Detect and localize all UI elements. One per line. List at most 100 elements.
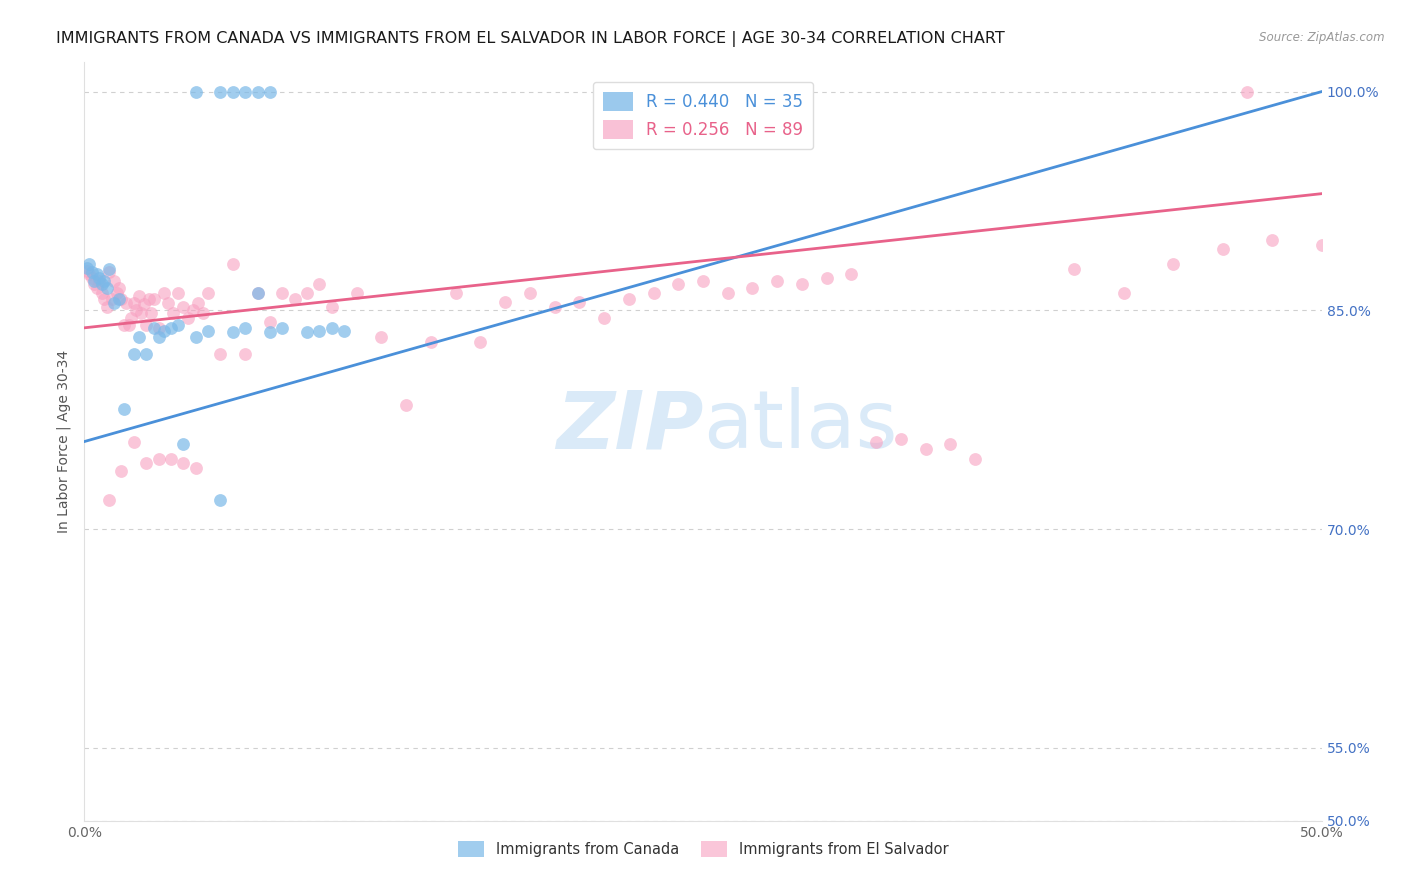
Point — [79, 257, 101, 271]
Point — [209, 492, 232, 507]
Point — [321, 320, 343, 334]
Point — [395, 398, 418, 412]
Point — [120, 310, 142, 325]
Point — [209, 85, 232, 99]
Point — [197, 324, 219, 338]
Point — [89, 274, 111, 288]
Point — [157, 296, 180, 310]
Point — [271, 320, 294, 334]
Point — [112, 402, 135, 417]
Point — [370, 329, 392, 343]
Point — [96, 301, 118, 315]
Point — [135, 347, 157, 361]
Point — [108, 281, 131, 295]
Point — [125, 303, 148, 318]
Point — [246, 285, 269, 300]
Point — [112, 318, 135, 332]
Point — [76, 260, 98, 275]
Point — [295, 285, 318, 300]
Point — [90, 277, 112, 291]
Point — [98, 492, 121, 507]
Point — [1112, 285, 1135, 300]
Point — [284, 292, 307, 306]
Point — [141, 306, 163, 320]
Text: ZIP: ZIP — [555, 387, 703, 466]
Point — [1310, 237, 1333, 252]
Point — [83, 274, 105, 288]
Point — [444, 285, 467, 300]
Point — [543, 301, 565, 315]
Point — [271, 285, 294, 300]
Point — [86, 281, 108, 295]
Point — [138, 292, 160, 306]
Point — [100, 292, 122, 306]
Point — [152, 285, 174, 300]
Point — [76, 264, 98, 278]
Point — [308, 324, 330, 338]
Point — [617, 292, 640, 306]
Point — [568, 294, 591, 309]
Point — [86, 267, 108, 281]
Point — [939, 437, 962, 451]
Point — [93, 292, 115, 306]
Point — [135, 318, 157, 332]
Y-axis label: In Labor Force | Age 30-34: In Labor Force | Age 30-34 — [56, 350, 72, 533]
Point — [122, 296, 145, 310]
Point — [184, 85, 207, 99]
Point — [89, 271, 111, 285]
Point — [184, 460, 207, 475]
Point — [83, 277, 105, 291]
Point — [692, 274, 714, 288]
Point — [790, 277, 813, 291]
Point — [122, 347, 145, 361]
Point — [717, 285, 740, 300]
Point — [841, 267, 863, 281]
Point — [103, 296, 125, 310]
Point — [1161, 257, 1184, 271]
Point — [184, 329, 207, 343]
Point — [148, 320, 170, 334]
Point — [259, 85, 281, 99]
Point — [93, 274, 115, 288]
Point — [142, 292, 165, 306]
Legend: Immigrants from Canada, Immigrants from El Salvador: Immigrants from Canada, Immigrants from … — [451, 835, 955, 863]
Point — [105, 285, 128, 300]
Point — [80, 265, 103, 279]
Point — [122, 434, 145, 449]
Point — [177, 310, 200, 325]
Point — [222, 325, 245, 339]
Text: IMMIGRANTS FROM CANADA VS IMMIGRANTS FROM EL SALVADOR IN LABOR FORCE | AGE 30-34: IMMIGRANTS FROM CANADA VS IMMIGRANTS FRO… — [56, 31, 1005, 47]
Point — [172, 301, 194, 315]
Point — [197, 285, 219, 300]
Point — [110, 292, 132, 306]
Point — [308, 277, 330, 291]
Point — [80, 271, 103, 285]
Point — [115, 296, 138, 310]
Point — [233, 85, 256, 99]
Point — [246, 285, 269, 300]
Point — [96, 281, 118, 295]
Point — [741, 281, 763, 295]
Point — [1261, 233, 1284, 247]
Point — [172, 457, 194, 471]
Point — [295, 325, 318, 339]
Point — [167, 285, 190, 300]
Point — [128, 329, 150, 343]
Point — [865, 434, 887, 449]
Point — [593, 310, 616, 325]
Point — [1212, 242, 1234, 256]
Point — [890, 432, 912, 446]
Point — [160, 452, 183, 467]
Point — [259, 325, 281, 339]
Point — [346, 285, 368, 300]
Point — [172, 437, 194, 451]
Point — [222, 85, 245, 99]
Point — [914, 442, 936, 456]
Point — [181, 303, 204, 318]
Point — [160, 320, 183, 334]
Point — [128, 289, 150, 303]
Point — [135, 457, 157, 471]
Point — [333, 324, 356, 338]
Point — [1236, 85, 1258, 99]
Point — [519, 285, 541, 300]
